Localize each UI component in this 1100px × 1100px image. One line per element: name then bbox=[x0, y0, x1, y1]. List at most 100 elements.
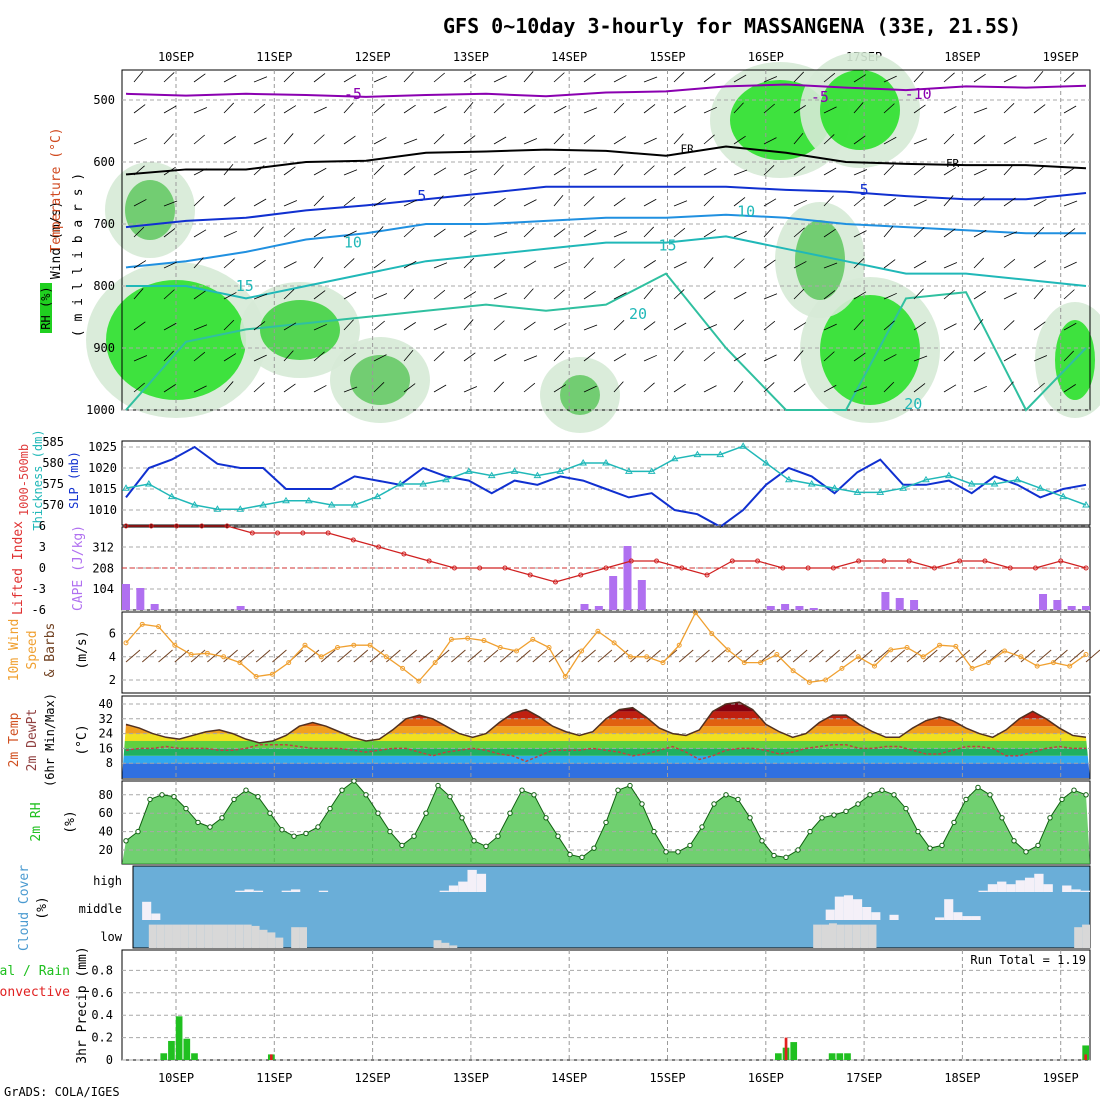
wind-marker bbox=[318, 654, 324, 660]
wind-barb bbox=[1033, 104, 1046, 114]
wind-barb bbox=[253, 293, 268, 300]
wind-barb bbox=[272, 649, 287, 663]
wind-barb bbox=[703, 257, 714, 269]
wind-marker bbox=[1083, 651, 1089, 657]
isotherm-label: -5 bbox=[811, 88, 829, 106]
wind-barb bbox=[853, 135, 866, 145]
precip-total-bar bbox=[1082, 1045, 1089, 1060]
rh-marker bbox=[855, 801, 861, 807]
li-marker bbox=[881, 558, 887, 564]
thickness-marker bbox=[579, 459, 588, 466]
cloud-bar-high bbox=[253, 890, 264, 892]
wind-barb bbox=[493, 353, 507, 362]
wind-barb bbox=[163, 289, 175, 300]
wind-barb bbox=[163, 72, 175, 83]
wind-barb bbox=[283, 133, 294, 145]
wind-barb bbox=[1004, 649, 1019, 663]
wind-barb bbox=[883, 381, 895, 393]
wind-barb bbox=[823, 167, 837, 176]
wind-barb bbox=[703, 195, 715, 207]
thickness-marker bbox=[716, 450, 725, 458]
temp-tick: 32 bbox=[99, 712, 113, 726]
wind-barb bbox=[841, 649, 857, 663]
thickness-marker bbox=[396, 480, 405, 487]
li-marker bbox=[148, 523, 154, 529]
wind-barb bbox=[583, 229, 597, 238]
li-marker bbox=[931, 565, 937, 571]
wind-barb bbox=[643, 260, 656, 269]
precip-tick: 0 bbox=[106, 1053, 113, 1067]
wind-barb bbox=[643, 354, 657, 362]
thickness-marker bbox=[853, 488, 862, 495]
wind-marker bbox=[676, 642, 682, 648]
wind-marker bbox=[123, 640, 129, 646]
cape-bar bbox=[1053, 600, 1062, 610]
wind-barb bbox=[373, 164, 385, 176]
wind-barb bbox=[373, 226, 384, 238]
rh-marker bbox=[375, 810, 381, 816]
wind-barb bbox=[343, 291, 357, 300]
temp-band bbox=[122, 733, 1090, 741]
cloud-bar-low bbox=[148, 924, 157, 948]
wind-barb bbox=[553, 105, 567, 114]
wind-barb bbox=[1033, 165, 1045, 176]
wind-barb bbox=[553, 289, 565, 300]
wind-barb bbox=[763, 137, 777, 145]
wind-barb bbox=[133, 321, 146, 331]
wind-barb bbox=[1003, 258, 1016, 269]
cloud-bar-middle bbox=[971, 916, 981, 920]
cloud-bar-low bbox=[172, 924, 181, 948]
wind-barb bbox=[403, 138, 418, 145]
slp-line bbox=[125, 445, 1087, 528]
wind-marker bbox=[904, 645, 910, 651]
cloud-bar-high bbox=[448, 885, 459, 892]
wind-barb bbox=[1033, 199, 1047, 207]
li-marker bbox=[376, 544, 382, 550]
wind-barb bbox=[673, 261, 687, 269]
cloud-bar-low bbox=[180, 924, 189, 948]
wind-barb bbox=[343, 352, 356, 362]
wind-barb bbox=[133, 137, 147, 145]
date-label-top: 14SEP bbox=[551, 50, 587, 64]
li-tick: 6 bbox=[39, 519, 46, 533]
wind-barb bbox=[283, 200, 298, 207]
li-marker bbox=[300, 530, 306, 536]
wind-barb bbox=[313, 229, 326, 238]
wind-marker bbox=[758, 660, 764, 666]
wind-barb bbox=[283, 166, 296, 176]
wind-marker bbox=[497, 645, 503, 651]
cloud-bar-high bbox=[439, 890, 449, 892]
li-marker bbox=[350, 537, 356, 543]
wind-barb bbox=[1063, 72, 1075, 83]
wind-barb bbox=[763, 226, 774, 238]
li-marker bbox=[477, 565, 483, 571]
wind-barb bbox=[223, 74, 237, 83]
wind-speed-line bbox=[125, 611, 1087, 684]
wind-barb bbox=[253, 165, 265, 176]
wind-barb bbox=[1033, 355, 1048, 362]
cloud-bar-middle bbox=[843, 895, 854, 920]
wind-barb bbox=[343, 135, 356, 145]
rh-marker bbox=[891, 792, 897, 798]
wind-tick: 2 bbox=[109, 673, 116, 687]
wind-barb bbox=[913, 71, 924, 83]
wind-barb bbox=[493, 292, 507, 300]
wind-marker bbox=[465, 635, 471, 641]
wind-barb bbox=[613, 197, 626, 207]
wind-barb bbox=[463, 74, 476, 83]
wind-barb bbox=[733, 230, 747, 238]
wind-barb bbox=[973, 196, 985, 207]
precip-total-bar bbox=[775, 1053, 782, 1060]
isotherm-label: FR bbox=[681, 143, 695, 156]
wind-barb bbox=[223, 649, 238, 663]
cloud-level-label: low bbox=[100, 930, 122, 944]
upper-millibars-label: ( m i l l i b a r s ) bbox=[71, 173, 86, 337]
thickness-marker bbox=[670, 454, 679, 462]
cloud-bar-low bbox=[156, 924, 165, 948]
wind-barb bbox=[973, 385, 987, 393]
thickness-marker bbox=[899, 484, 908, 491]
precip-total-bar bbox=[836, 1053, 844, 1060]
cloud-bar-low bbox=[844, 924, 853, 948]
rh-marker bbox=[303, 830, 309, 837]
li-marker bbox=[856, 558, 862, 564]
